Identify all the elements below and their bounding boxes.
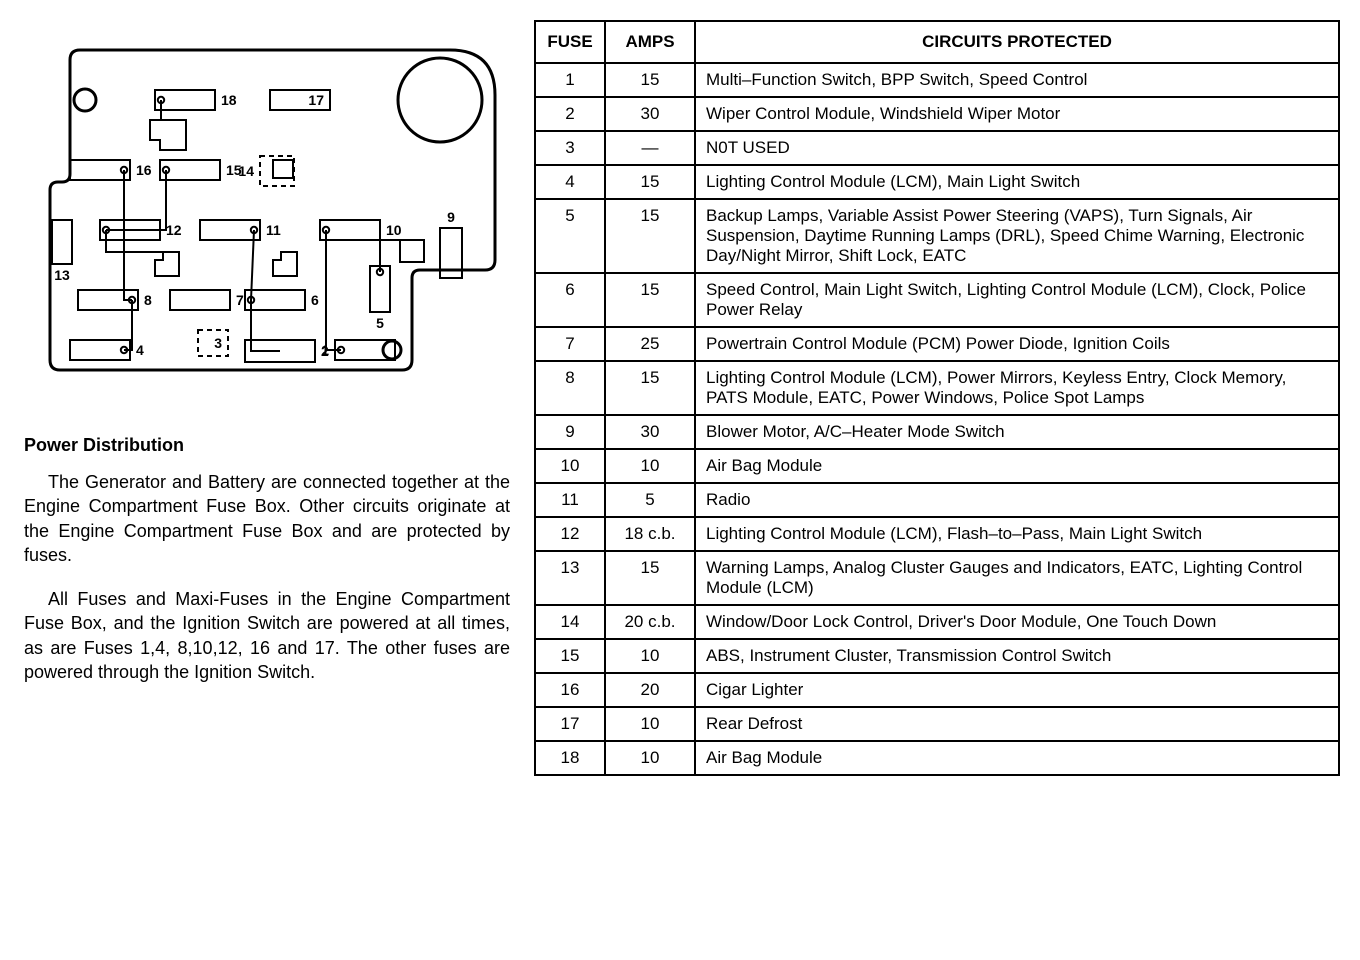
cell-desc: Multi–Function Switch, BPP Switch, Speed… bbox=[695, 63, 1339, 97]
table-row: 230Wiper Control Module, Windshield Wipe… bbox=[535, 97, 1339, 131]
col-desc: CIRCUITS PROTECTED bbox=[695, 21, 1339, 63]
svg-text:18: 18 bbox=[221, 92, 237, 108]
table-row: 115Radio bbox=[535, 483, 1339, 517]
table-row: 1710Rear Defrost bbox=[535, 707, 1339, 741]
cell-amps: — bbox=[605, 131, 695, 165]
cell-fuse: 8 bbox=[535, 361, 605, 415]
left-column: 123456789101112131415161718 Power Distri… bbox=[20, 20, 510, 704]
section-title: Power Distribution bbox=[24, 435, 510, 456]
cell-amps: 18 c.b. bbox=[605, 517, 695, 551]
paragraph-2: All Fuses and Maxi-Fuses in the Engine C… bbox=[24, 587, 510, 684]
cell-amps: 15 bbox=[605, 551, 695, 605]
cell-fuse: 4 bbox=[535, 165, 605, 199]
svg-text:8: 8 bbox=[144, 292, 152, 308]
cell-amps: 30 bbox=[605, 415, 695, 449]
cell-amps: 15 bbox=[605, 361, 695, 415]
table-header-row: FUSE AMPS CIRCUITS PROTECTED bbox=[535, 21, 1339, 63]
svg-text:3: 3 bbox=[214, 335, 222, 351]
cell-fuse: 13 bbox=[535, 551, 605, 605]
table-row: 725Powertrain Control Module (PCM) Power… bbox=[535, 327, 1339, 361]
cell-amps: 10 bbox=[605, 639, 695, 673]
table-row: 1315Warning Lamps, Analog Cluster Gauges… bbox=[535, 551, 1339, 605]
cell-desc: Radio bbox=[695, 483, 1339, 517]
svg-text:10: 10 bbox=[386, 222, 402, 238]
cell-fuse: 5 bbox=[535, 199, 605, 273]
cell-desc: N0T USED bbox=[695, 131, 1339, 165]
right-column: FUSE AMPS CIRCUITS PROTECTED 115Multi–Fu… bbox=[534, 20, 1340, 776]
cell-fuse: 7 bbox=[535, 327, 605, 361]
cell-amps: 10 bbox=[605, 449, 695, 483]
svg-text:7: 7 bbox=[236, 292, 244, 308]
cell-desc: Blower Motor, A/C–Heater Mode Switch bbox=[695, 415, 1339, 449]
svg-text:4: 4 bbox=[136, 342, 144, 358]
table-row: 1620Cigar Lighter bbox=[535, 673, 1339, 707]
table-row: 115Multi–Function Switch, BPP Switch, Sp… bbox=[535, 63, 1339, 97]
svg-text:6: 6 bbox=[311, 292, 319, 308]
cell-fuse: 11 bbox=[535, 483, 605, 517]
svg-text:13: 13 bbox=[54, 267, 70, 283]
cell-fuse: 18 bbox=[535, 741, 605, 775]
table-row: 1218 c.b.Lighting Control Module (LCM), … bbox=[535, 517, 1339, 551]
cell-desc: Air Bag Module bbox=[695, 449, 1339, 483]
cell-fuse: 6 bbox=[535, 273, 605, 327]
col-fuse: FUSE bbox=[535, 21, 605, 63]
cell-fuse: 14 bbox=[535, 605, 605, 639]
table-row: 3—N0T USED bbox=[535, 131, 1339, 165]
cell-amps: 10 bbox=[605, 741, 695, 775]
cell-amps: 25 bbox=[605, 327, 695, 361]
cell-amps: 20 c.b. bbox=[605, 605, 695, 639]
cell-amps: 10 bbox=[605, 707, 695, 741]
svg-text:16: 16 bbox=[136, 162, 152, 178]
table-row: 815Lighting Control Module (LCM), Power … bbox=[535, 361, 1339, 415]
svg-text:15: 15 bbox=[226, 162, 242, 178]
table-row: 1010Air Bag Module bbox=[535, 449, 1339, 483]
cell-amps: 15 bbox=[605, 273, 695, 327]
cell-desc: Cigar Lighter bbox=[695, 673, 1339, 707]
cell-desc: Air Bag Module bbox=[695, 741, 1339, 775]
cell-desc: Lighting Control Module (LCM), Power Mir… bbox=[695, 361, 1339, 415]
cell-fuse: 3 bbox=[535, 131, 605, 165]
table-row: 1810Air Bag Module bbox=[535, 741, 1339, 775]
cell-desc: ABS, Instrument Cluster, Transmission Co… bbox=[695, 639, 1339, 673]
fusebox-diagram: 123456789101112131415161718 bbox=[20, 20, 510, 380]
fuse-table: FUSE AMPS CIRCUITS PROTECTED 115Multi–Fu… bbox=[534, 20, 1340, 776]
cell-amps: 15 bbox=[605, 165, 695, 199]
svg-text:5: 5 bbox=[376, 315, 384, 331]
cell-fuse: 17 bbox=[535, 707, 605, 741]
table-row: 615Speed Control, Main Light Switch, Lig… bbox=[535, 273, 1339, 327]
svg-text:9: 9 bbox=[447, 209, 455, 225]
cell-desc: Rear Defrost bbox=[695, 707, 1339, 741]
cell-desc: Wiper Control Module, Windshield Wiper M… bbox=[695, 97, 1339, 131]
table-row: 930Blower Motor, A/C–Heater Mode Switch bbox=[535, 415, 1339, 449]
svg-text:12: 12 bbox=[166, 222, 182, 238]
svg-text:11: 11 bbox=[266, 222, 281, 238]
cell-desc: Speed Control, Main Light Switch, Lighti… bbox=[695, 273, 1339, 327]
svg-text:17: 17 bbox=[308, 92, 324, 108]
cell-amps: 20 bbox=[605, 673, 695, 707]
cell-fuse: 15 bbox=[535, 639, 605, 673]
col-amps: AMPS bbox=[605, 21, 695, 63]
table-row: 1420 c.b.Window/Door Lock Control, Drive… bbox=[535, 605, 1339, 639]
page: 123456789101112131415161718 Power Distri… bbox=[20, 20, 1340, 776]
cell-fuse: 9 bbox=[535, 415, 605, 449]
cell-fuse: 12 bbox=[535, 517, 605, 551]
cell-fuse: 10 bbox=[535, 449, 605, 483]
table-row: 415Lighting Control Module (LCM), Main L… bbox=[535, 165, 1339, 199]
cell-desc: Powertrain Control Module (PCM) Power Di… bbox=[695, 327, 1339, 361]
table-row: 1510ABS, Instrument Cluster, Transmissio… bbox=[535, 639, 1339, 673]
cell-desc: Warning Lamps, Analog Cluster Gauges and… bbox=[695, 551, 1339, 605]
cell-desc: Window/Door Lock Control, Driver's Door … bbox=[695, 605, 1339, 639]
cell-desc: Lighting Control Module (LCM), Flash–to–… bbox=[695, 517, 1339, 551]
cell-amps: 30 bbox=[605, 97, 695, 131]
cell-desc: Lighting Control Module (LCM), Main Ligh… bbox=[695, 165, 1339, 199]
paragraph-1: The Generator and Battery are connected … bbox=[24, 470, 510, 567]
cell-fuse: 1 bbox=[535, 63, 605, 97]
cell-amps: 5 bbox=[605, 483, 695, 517]
cell-amps: 15 bbox=[605, 63, 695, 97]
cell-fuse: 2 bbox=[535, 97, 605, 131]
cell-fuse: 16 bbox=[535, 673, 605, 707]
cell-desc: Backup Lamps, Variable Assist Power Stee… bbox=[695, 199, 1339, 273]
cell-amps: 15 bbox=[605, 199, 695, 273]
table-row: 515Backup Lamps, Variable Assist Power S… bbox=[535, 199, 1339, 273]
